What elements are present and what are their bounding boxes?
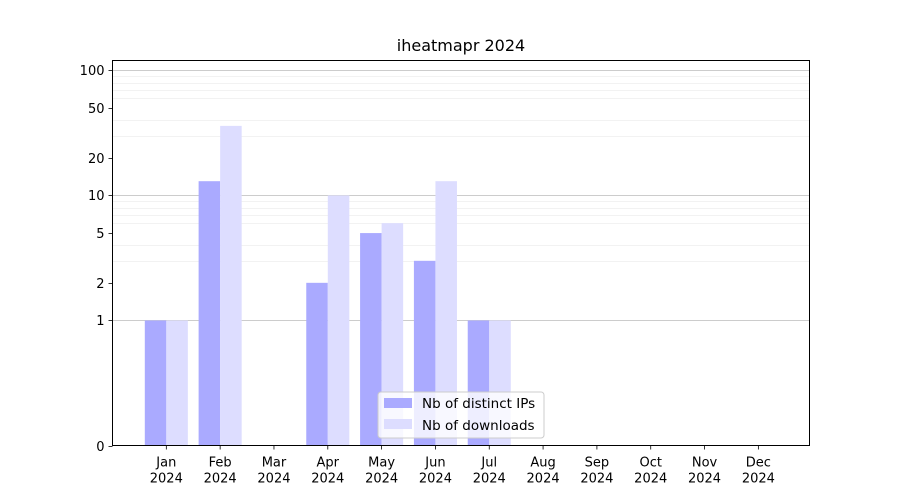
- bar-distinct-ips: [144, 320, 167, 446]
- legend-label-downloads: Nb of downloads: [422, 418, 535, 434]
- y-tick-label: 10: [88, 189, 105, 204]
- bar-downloads: [327, 195, 350, 446]
- plot-area-frame: [112, 60, 810, 446]
- y-tick-label: 1: [96, 314, 104, 329]
- x-tick-label: Aug 2024: [527, 456, 560, 487]
- legend-label-distinct-ips: Nb of distinct IPs: [422, 396, 535, 412]
- x-tick-label: Jan 2024: [150, 456, 183, 487]
- y-tick-label: 20: [88, 152, 105, 167]
- x-tick-label: Dec 2024: [742, 456, 775, 487]
- legend-swatch-distinct-ips: [384, 398, 412, 408]
- y-axis: 0 1 2 5 10 20 50 100: [80, 64, 113, 455]
- x-tick-label: Mar 2024: [257, 456, 290, 487]
- y-tick-label: 2: [96, 277, 104, 292]
- x-tick-label: Jul 2024: [473, 456, 506, 487]
- bar-downloads: [220, 125, 242, 446]
- legend-swatch-downloads: [384, 419, 412, 429]
- bar-downloads: [435, 181, 457, 446]
- bar-downloads: [381, 223, 404, 446]
- y-tick-label: 100: [80, 64, 105, 79]
- chart-title: iheatmapr 2024: [397, 36, 525, 55]
- y-tick-label: 5: [96, 227, 104, 242]
- x-tick-label: May 2024: [365, 456, 398, 487]
- bar-distinct-ips: [306, 282, 328, 446]
- y-tick-label: 50: [88, 102, 105, 117]
- bar-distinct-ips: [198, 181, 221, 446]
- y-tick-label: 0: [96, 440, 104, 455]
- bar-downloads: [166, 320, 188, 446]
- legend: Nb of distinct IPs Nb of downloads: [377, 391, 545, 439]
- x-axis: Jan 2024 Feb 2024 Mar 2024 Apr 2024 May 2024 Jun 20…: [150, 445, 775, 487]
- x-tick-label: Apr 2024: [311, 456, 344, 487]
- legend-box: [377, 391, 545, 439]
- bar-distinct-ips: [360, 233, 382, 446]
- x-tick-label: Jun 2024: [419, 456, 452, 487]
- x-tick-label: Nov 2024: [688, 456, 721, 487]
- x-tick-label: Feb 2024: [204, 456, 237, 487]
- x-tick-label: Sep 2024: [580, 456, 613, 487]
- x-tick-label: Oct 2024: [634, 456, 667, 487]
